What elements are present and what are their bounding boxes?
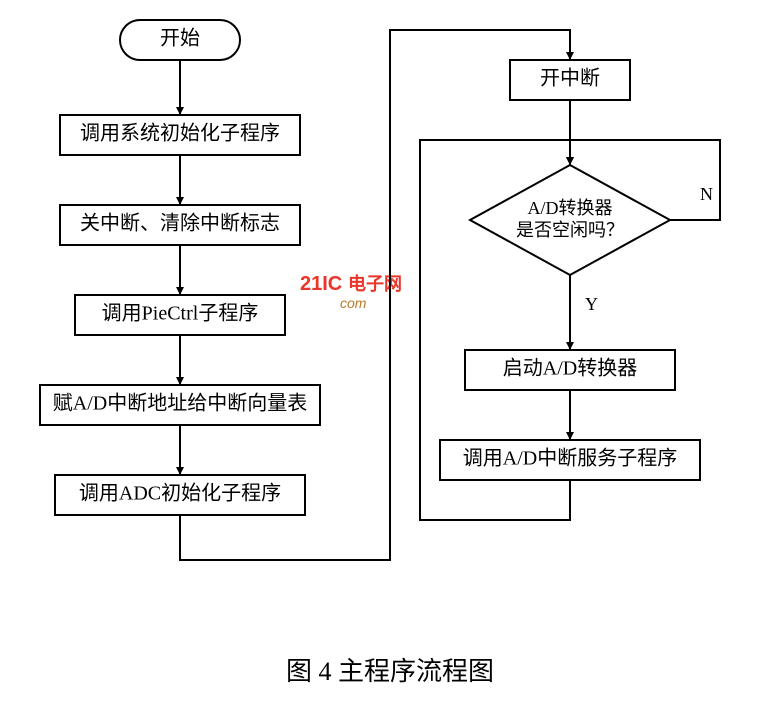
node-p6-label: 开中断 <box>540 67 600 90</box>
svg-text:21IC: 21IC <box>300 273 342 295</box>
node-p5-label: 调用ADC初始化子程序 <box>79 482 281 505</box>
figure-caption: 图 4 主程序流程图 <box>286 657 494 686</box>
node-d1-label1: A/D转换器 <box>528 198 613 218</box>
edge-label: Y <box>585 294 598 314</box>
node-start-label: 开始 <box>160 27 200 50</box>
node-p1-label: 调用系统初始化子程序 <box>80 122 280 145</box>
node-p2: 关中断、清除中断标志 <box>60 205 300 245</box>
svg-text:电子网: 电子网 <box>348 273 402 294</box>
node-p4-label: 赋A/D中断地址给中断向量表 <box>53 392 307 415</box>
node-p4: 赋A/D中断地址给中断向量表 <box>40 385 320 425</box>
node-p3: 调用PieCtrl子程序 <box>75 295 285 335</box>
edge-label: N <box>700 184 713 204</box>
svg-text:com: com <box>340 295 367 311</box>
node-p6: 开中断 <box>510 60 630 100</box>
node-p1: 调用系统初始化子程序 <box>60 115 300 155</box>
node-p7-label: 启动A/D转换器 <box>503 357 637 380</box>
node-p2-label: 关中断、清除中断标志 <box>80 212 280 235</box>
node-p3-label: 调用PieCtrl子程序 <box>102 302 259 325</box>
node-start: 开始 <box>120 20 240 60</box>
node-p8-label: 调用A/D中断服务子程序 <box>463 447 677 470</box>
node-p5: 调用ADC初始化子程序 <box>55 475 305 515</box>
node-p7: 启动A/D转换器 <box>465 350 675 390</box>
node-p8: 调用A/D中断服务子程序 <box>440 440 700 480</box>
node-d1-label2: 是否空闲吗？ <box>516 220 624 240</box>
